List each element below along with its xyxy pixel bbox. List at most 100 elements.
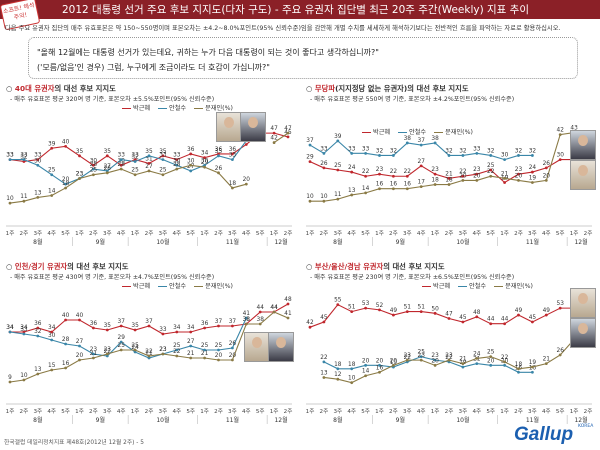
data-label-park: 32 bbox=[20, 154, 28, 160]
x-tick-label: 1주 bbox=[200, 408, 209, 415]
data-label-moon: 17 bbox=[418, 180, 426, 186]
x-tick-label: 2주 bbox=[389, 408, 398, 415]
data-point-moon bbox=[272, 141, 276, 144]
x-tick-label: 1주 bbox=[131, 408, 140, 415]
data-label-park: 44 bbox=[501, 317, 509, 323]
data-point-park bbox=[119, 324, 123, 328]
data-point-park bbox=[475, 315, 479, 319]
data-point-moon bbox=[544, 362, 548, 365]
data-point-ahn bbox=[405, 141, 409, 145]
data-label-park: 48 bbox=[473, 310, 481, 316]
data-label-park: 34 bbox=[173, 325, 181, 331]
data-point-park bbox=[64, 318, 67, 322]
data-point-moon bbox=[189, 356, 193, 360]
data-label-park: 27 bbox=[418, 159, 426, 165]
data-point-moon bbox=[405, 187, 409, 191]
data-point-park bbox=[433, 172, 437, 176]
data-label-ahn: 23 bbox=[76, 172, 84, 178]
data-point-park bbox=[231, 324, 234, 328]
data-label-park: 44 bbox=[257, 305, 265, 311]
data-point-ahn bbox=[231, 346, 234, 350]
data-label-moon: 22 bbox=[501, 355, 509, 361]
data-label-ahn: 33 bbox=[159, 153, 167, 159]
data-point-ahn bbox=[147, 154, 151, 158]
data-label-moon: 10 bbox=[348, 376, 356, 382]
data-point-ahn bbox=[503, 363, 506, 367]
data-point-moon bbox=[119, 167, 123, 171]
data-label-park: 40 bbox=[62, 313, 70, 319]
data-label-ahn: 33 bbox=[348, 146, 356, 152]
data-label-moon: 25 bbox=[487, 350, 495, 356]
data-point-ahn bbox=[433, 358, 437, 362]
data-label-park: 33 bbox=[173, 153, 181, 159]
data-point-park bbox=[147, 161, 151, 165]
data-label-park: 22 bbox=[459, 169, 467, 175]
data-point-ahn bbox=[392, 154, 395, 157]
data-label-moon: 20 bbox=[515, 173, 523, 179]
x-tick-label: 1주 bbox=[570, 230, 579, 237]
data-point-moon bbox=[336, 377, 340, 381]
data-point-park bbox=[203, 156, 207, 160]
data-label-park: 51 bbox=[404, 305, 412, 311]
legend-ahn: 안철수 bbox=[169, 105, 187, 112]
data-label-ahn: 27 bbox=[187, 339, 195, 345]
data-label-ahn: 21 bbox=[145, 351, 153, 357]
candidate-photo-1 bbox=[216, 112, 242, 142]
data-point-ahn bbox=[364, 151, 367, 155]
data-label-ahn: 30 bbox=[34, 158, 42, 164]
x-group-label: 11월 bbox=[526, 238, 539, 246]
x-tick-label: 3주 bbox=[459, 230, 468, 237]
data-point-moon bbox=[133, 173, 137, 177]
x-tick-label: 3주 bbox=[333, 230, 342, 237]
x-tick-label: 1주 bbox=[570, 408, 579, 415]
data-label-moon: 25 bbox=[131, 343, 139, 349]
data-point-park bbox=[272, 131, 276, 135]
data-point-park bbox=[350, 170, 354, 174]
data-point-moon bbox=[147, 354, 151, 358]
data-point-park bbox=[531, 320, 534, 324]
x-tick-label: 4주 bbox=[472, 230, 481, 237]
data-point-park bbox=[105, 328, 109, 332]
data-label-park: 25 bbox=[487, 163, 495, 169]
data-label-moon: 22 bbox=[487, 169, 495, 175]
data-label-park: 36 bbox=[215, 147, 223, 153]
data-label-moon: 14 bbox=[362, 369, 370, 375]
data-label-ahn: 33 bbox=[118, 153, 126, 159]
data-point-park bbox=[517, 172, 520, 176]
x-tick-label: 4주 bbox=[542, 230, 551, 237]
data-point-ahn bbox=[78, 344, 81, 348]
page-title: 2012 대통령 선거 주요 후보 지지도(다자 구도) - 주요 유권자 집단… bbox=[62, 4, 529, 16]
data-point-park bbox=[544, 166, 548, 170]
data-label-ahn: 39 bbox=[334, 134, 342, 140]
data-label-moon: 38 bbox=[243, 317, 251, 323]
x-tick-label: 4주 bbox=[47, 230, 56, 237]
data-point-moon bbox=[503, 360, 506, 364]
data-label-park: 47 bbox=[270, 126, 278, 132]
data-label-park: 33 bbox=[6, 153, 14, 159]
data-point-ahn bbox=[231, 158, 234, 161]
x-tick-label: 1주 bbox=[431, 230, 440, 237]
x-tick-label: 4주 bbox=[172, 230, 181, 237]
data-label-ahn: 20 bbox=[376, 358, 384, 364]
data-label-park: 49 bbox=[390, 308, 398, 314]
data-label-moon: 21 bbox=[201, 351, 209, 357]
data-label-moon: 18 bbox=[431, 178, 439, 184]
data-point-park bbox=[258, 310, 262, 314]
data-point-park bbox=[531, 170, 534, 174]
data-point-ahn bbox=[22, 158, 26, 161]
legend-moon: 문재인(%) bbox=[505, 283, 533, 290]
data-point-moon bbox=[419, 185, 423, 189]
data-point-moon bbox=[36, 196, 40, 199]
x-group-label: 10월 bbox=[156, 416, 169, 424]
data-label-park: 26 bbox=[320, 161, 328, 167]
data-point-moon bbox=[92, 356, 95, 360]
data-point-moon bbox=[364, 374, 367, 378]
data-point-park bbox=[189, 330, 193, 334]
data-point-park bbox=[503, 322, 506, 326]
data-point-park bbox=[433, 311, 437, 315]
x-tick-label: 4주 bbox=[242, 408, 251, 415]
x-tick-label: 5주 bbox=[556, 230, 565, 237]
data-point-ahn bbox=[461, 365, 465, 369]
x-tick-label: 1주 bbox=[431, 408, 440, 415]
data-label-park: 35 bbox=[159, 149, 167, 155]
